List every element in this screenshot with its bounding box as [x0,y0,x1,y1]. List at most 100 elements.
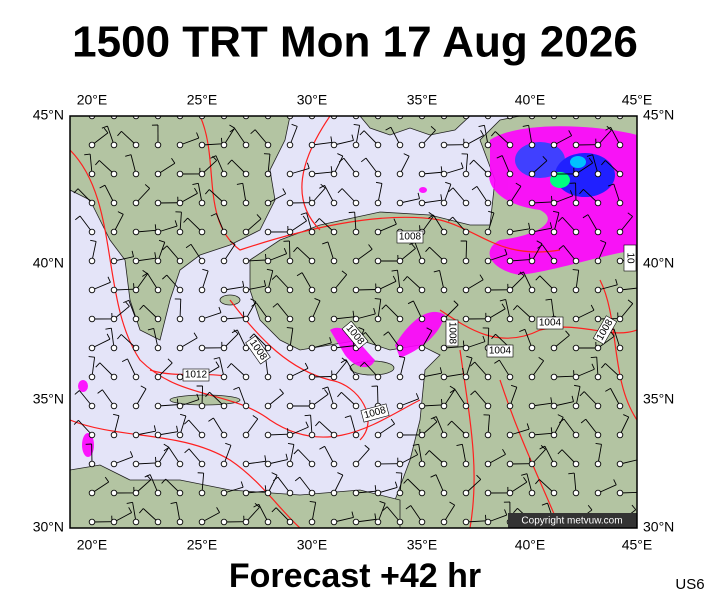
barb-station [199,519,205,525]
barb-station [573,432,579,438]
barb-station [463,403,469,409]
barb-staff [444,105,461,116]
barb-station [617,374,623,380]
lon-label: 30°E [297,92,328,108]
barb-station [397,490,403,496]
barb-station [243,258,249,264]
barb-station [595,200,601,206]
barb-station [287,258,293,264]
barb-station [441,490,447,496]
barb-station [397,519,403,525]
barb-flag [220,107,221,113]
barb-station [265,461,271,467]
barb-station [507,432,513,438]
barb-flag [140,101,144,105]
barb-station [111,316,117,322]
barb-station [133,287,139,293]
barb-station [397,258,403,264]
barb-station [551,461,557,467]
barb-staff [356,108,374,116]
barb-station [177,461,183,467]
barb-station [111,519,117,525]
barb-station [419,490,425,496]
barb-station [89,461,95,467]
barb-station [507,200,513,206]
barb-station [441,461,447,467]
lon-label: 45°E [622,537,653,553]
barb-station [89,403,95,409]
barb-staff [376,96,378,116]
barb-station [551,345,557,351]
barb-station [155,200,161,206]
barb-station [331,229,337,235]
barb-station [529,432,535,438]
barb-station [353,287,359,293]
barb-station [419,403,425,409]
isobar-label-text: 1012 [185,370,208,381]
barb-station [111,403,117,409]
barb-station [397,142,403,148]
barb-station [353,519,359,525]
barb-station [551,142,557,148]
barb-station [111,432,117,438]
barb-station [507,287,513,293]
barb-station [507,171,513,177]
barb-station [133,316,139,322]
barb-station [243,490,249,496]
barb-station [463,345,469,351]
barb-station [551,200,557,206]
barb-station [89,142,95,148]
barb-station [287,200,293,206]
barb-flag [573,270,579,271]
barb-station [595,171,601,177]
barb-station [243,403,249,409]
barb-station [243,142,249,148]
barb-station [595,432,601,438]
barb-station [375,432,381,438]
barb-station [397,316,403,322]
barb-flag [121,99,126,102]
isobar-label: 1004 [537,317,563,329]
barb-flag [246,95,252,97]
barb-station [595,490,601,496]
barb-station [595,461,601,467]
barb-station [485,200,491,206]
barb-station [309,200,315,206]
barb-station [309,490,315,496]
barb-station [111,287,117,293]
barb-flag [250,101,254,105]
barb-station [287,287,293,293]
barb-station [617,490,623,496]
barb-station [199,200,205,206]
barb-station [507,374,513,380]
barb-station [265,432,271,438]
barb-station [375,345,381,351]
barb-station [353,490,359,496]
barb-station [265,374,271,380]
barb-station [485,287,491,293]
barb-station [133,142,139,148]
barb-station [419,345,425,351]
barb-station [617,142,623,148]
barb-station [485,316,491,322]
barb-station [155,519,161,525]
barb-station [287,519,293,525]
barb-station [441,403,447,409]
barb-station [111,229,117,235]
barb-station [155,229,161,235]
barb-station [529,316,535,322]
barb-station [133,229,139,235]
barb-station [221,316,227,322]
isobar-label-text: 1008 [399,232,422,243]
barb-station [507,258,513,264]
barb-station [89,316,95,322]
barb-station [331,374,337,380]
barb-station [199,171,205,177]
barb-staff [144,101,158,116]
barb-station [177,316,183,322]
barb-station [507,316,513,322]
barb-station [595,374,601,380]
barb-station [287,171,293,177]
barb-station [177,171,183,177]
